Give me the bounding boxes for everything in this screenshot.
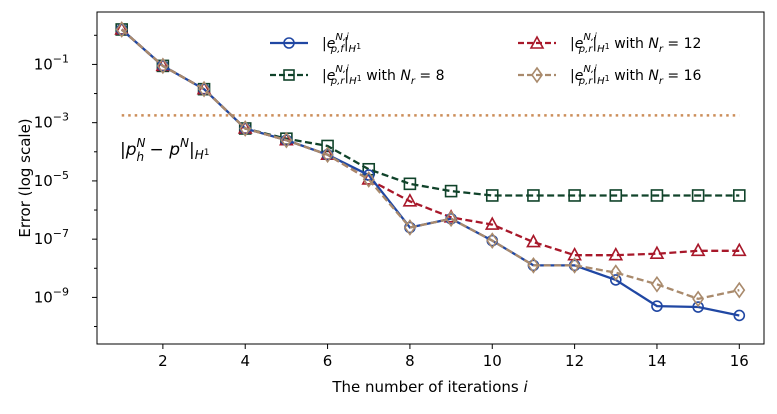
data-point: [650, 275, 663, 293]
data-point: [608, 247, 624, 261]
data-point: [321, 146, 334, 164]
data-point: [156, 57, 169, 75]
data-point: [445, 210, 458, 228]
data-point: [568, 256, 581, 274]
data-point: [732, 189, 746, 202]
svg-text:|eN,ip,r|H1 with Nr = 12: |eN,i p,r|H1 with Nr = 12: [570, 32, 701, 55]
data-point: [568, 189, 581, 202]
data-point: [198, 80, 211, 98]
data-point: [239, 120, 252, 137]
series-line: [120, 28, 740, 301]
x-tick-label: 4: [240, 352, 250, 370]
data-point: [403, 177, 417, 191]
svg-text:|eN,ip,r|H1 with Nr = 8: |eN,i p,r|H1 with Nr = 8: [322, 64, 445, 87]
data-point: [733, 281, 746, 299]
data-point: [609, 189, 623, 202]
x-tick-label: 14: [647, 352, 666, 370]
data-point: [485, 189, 499, 202]
legend: |eN,i p,f|H1 |eN,i p,r|H1 with Nr = 8 |eN,…: [270, 32, 702, 87]
reference-group: |pN h − pN|H1: [120, 114, 740, 164]
data-point: [691, 189, 705, 202]
series-line: [120, 28, 740, 257]
data-point: [402, 193, 418, 207]
legend-entry-nr16: |eN,i p,r|H1 with Nr = 16: [518, 64, 702, 87]
y-axis-label: Error (log scale): [16, 118, 34, 237]
data-point: [692, 301, 704, 313]
x-tick-label: 12: [565, 352, 584, 370]
data-point: [650, 189, 664, 202]
data-point: [731, 242, 747, 257]
data-point: [609, 264, 622, 282]
x-tick-label: 2: [158, 352, 168, 370]
series-3: [115, 21, 746, 308]
legend-entry-pf: |eN,i p,f|H1: [270, 32, 361, 55]
data-point: [486, 232, 499, 249]
y-axis: 10−9 10−7 10−5 10−3 10−1: [34, 34, 97, 328]
data-point: [649, 245, 665, 260]
data-point: [609, 274, 622, 286]
data-point: [321, 139, 334, 153]
data-point: [690, 242, 706, 257]
x-axis-label: The number of iterations i: [331, 378, 528, 396]
legend-entry-nr12: |eN,i p,r|H1 with Nr = 12: [518, 32, 701, 55]
reference-label: |pN h − pN|H1: [120, 136, 209, 164]
plot-frame: [96, 11, 765, 345]
svg-text:|eN,ip,r|H1 with Nr = 16: |eN,i p,r|H1 with Nr = 16: [570, 64, 702, 87]
y-tick-label: 10−1: [34, 52, 69, 73]
y-tick-label: 10−3: [34, 111, 69, 132]
data-point: [280, 131, 293, 149]
data-point: [526, 233, 541, 248]
x-tick-label: 8: [405, 352, 415, 370]
y-tick-label: 10−9: [34, 285, 69, 306]
data-point: [527, 189, 540, 202]
x-tick-label: 10: [483, 352, 502, 370]
series-layer: [114, 21, 747, 322]
data-point: [403, 219, 416, 236]
data-point: [484, 216, 500, 230]
series-line: [120, 28, 740, 197]
data-point: [444, 184, 458, 198]
svg-text:|eN,ip,f|H1: |eN,i p,f|H1: [322, 32, 361, 55]
x-tick-label: 6: [323, 352, 333, 370]
legend-entry-nr8: |eN,i p,r|H1 with Nr = 8: [270, 64, 445, 87]
y-tick-label: 10−7: [34, 227, 69, 248]
data-point: [733, 309, 746, 322]
data-point: [362, 171, 375, 188]
y-tick-label: 10−5: [34, 169, 69, 190]
data-point: [115, 21, 128, 38]
x-tick-label: 16: [730, 352, 749, 370]
data-point: [527, 256, 540, 274]
data-point: [692, 290, 705, 308]
x-axis: 2 4 6 8 10 12 14 16: [158, 344, 749, 370]
data-point: [651, 300, 663, 312]
